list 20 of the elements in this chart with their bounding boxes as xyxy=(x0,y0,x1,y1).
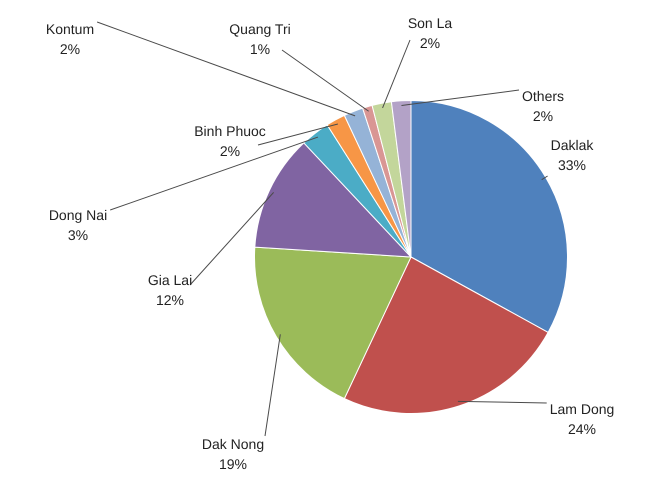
data-label: 2% xyxy=(220,142,240,159)
slice-label: Dong Nai xyxy=(48,206,108,223)
slice-label: Son La xyxy=(408,14,452,31)
slice-label: Gia Lai xyxy=(148,272,192,288)
slice-label: Dak Nong xyxy=(202,436,264,452)
data-label: 19% xyxy=(218,456,248,472)
slice-label: Lam Dong xyxy=(550,400,614,417)
data-label: 3% xyxy=(68,226,88,243)
data-label: 24% xyxy=(568,420,596,437)
data-label: 12% xyxy=(156,292,184,308)
slice-label: Quang Tri xyxy=(229,20,291,37)
slice-label: Others xyxy=(522,88,564,104)
slice-label: Kontum xyxy=(46,20,94,37)
data-label: 1% xyxy=(250,40,270,57)
data-label: 2% xyxy=(420,34,440,51)
data-label: 2% xyxy=(532,108,554,124)
slice-label: Daklak xyxy=(550,136,594,153)
data-label: 2% xyxy=(60,40,80,57)
slice-label: Binh Phuoc xyxy=(194,122,266,139)
data-label: 33% xyxy=(558,156,586,173)
